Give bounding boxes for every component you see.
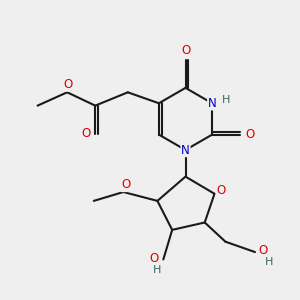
- Text: H: H: [222, 95, 230, 105]
- Text: O: O: [245, 128, 254, 141]
- Text: O: O: [216, 184, 226, 197]
- Text: H: H: [153, 265, 162, 275]
- Text: O: O: [64, 78, 73, 91]
- Text: O: O: [121, 178, 130, 191]
- Text: N: N: [208, 97, 217, 110]
- Text: N: N: [181, 143, 190, 157]
- Text: O: O: [150, 252, 159, 265]
- Text: H: H: [265, 256, 273, 266]
- Text: O: O: [82, 127, 91, 140]
- Text: O: O: [181, 44, 190, 57]
- Text: O: O: [258, 244, 267, 257]
